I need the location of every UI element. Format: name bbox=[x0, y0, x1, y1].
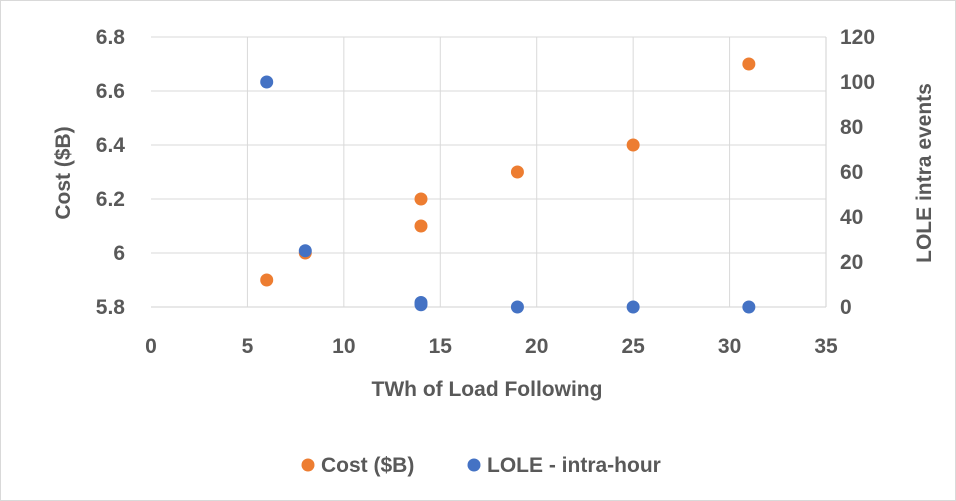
cost-point bbox=[742, 57, 756, 71]
lole-point bbox=[260, 75, 274, 89]
legend: Cost ($B) LOLE - intra-hour bbox=[301, 454, 661, 477]
y-tick-label: 6.6 bbox=[96, 80, 125, 103]
legend-item-lole: LOLE - intra-hour bbox=[467, 454, 661, 477]
legend-item-cost: Cost ($B) bbox=[301, 454, 414, 477]
y2-tick-label: 120 bbox=[840, 26, 875, 49]
lole-point bbox=[626, 300, 640, 314]
lole-point bbox=[510, 300, 524, 314]
x-tick-label: 25 bbox=[621, 335, 645, 358]
y-tick-label: 5.8 bbox=[96, 296, 126, 319]
lole-point bbox=[414, 296, 428, 309]
lole-point bbox=[298, 244, 312, 258]
y-axis-left-ticks: 5.8 6 6.2 6.4 6.6 6.8 bbox=[96, 26, 126, 319]
axes bbox=[151, 37, 827, 308]
x-tick-label: 15 bbox=[429, 335, 453, 358]
x-axis-ticks: 0 5 10 15 20 25 30 35 bbox=[145, 335, 838, 358]
legend-label-lole: LOLE - intra-hour bbox=[487, 454, 661, 477]
gridlines bbox=[151, 36, 827, 307]
y-axis-left-title: Cost ($B) bbox=[52, 126, 75, 219]
y-tick-label: 6 bbox=[113, 242, 125, 265]
cost-point bbox=[260, 273, 274, 287]
y2-tick-label: 0 bbox=[840, 296, 852, 319]
x-tick-label: 35 bbox=[814, 335, 838, 358]
legend-marker-lole bbox=[467, 458, 481, 472]
y2-tick-label: 40 bbox=[840, 206, 863, 229]
y2-tick-label: 60 bbox=[840, 161, 863, 184]
y2-tick-label: 100 bbox=[840, 71, 875, 94]
y2-tick-label: 20 bbox=[840, 251, 863, 274]
lole-point bbox=[742, 300, 756, 314]
x-axis-title: TWh of Load Following bbox=[372, 378, 603, 401]
y-tick-label: 6.4 bbox=[96, 134, 126, 157]
x-tick-label: 5 bbox=[242, 335, 254, 358]
y2-tick-label: 80 bbox=[840, 116, 863, 139]
x-tick-label: 20 bbox=[525, 335, 548, 358]
data-points bbox=[260, 57, 756, 314]
cost-point bbox=[414, 219, 428, 233]
x-tick-label: 30 bbox=[718, 335, 741, 358]
legend-marker-cost bbox=[301, 458, 315, 472]
y-axis-right-ticks: 0 20 40 60 80 100 120 bbox=[840, 26, 875, 319]
cost-point bbox=[510, 165, 524, 179]
cost-point bbox=[414, 192, 428, 206]
y-tick-label: 6.8 bbox=[96, 26, 126, 49]
legend-label-cost: Cost ($B) bbox=[321, 454, 414, 477]
x-tick-label: 10 bbox=[332, 335, 355, 358]
y-axis-right-title: LOLE intra events bbox=[913, 83, 936, 263]
cost-point bbox=[626, 138, 640, 152]
x-tick-label: 0 bbox=[145, 335, 157, 358]
y-tick-label: 6.2 bbox=[96, 188, 125, 211]
